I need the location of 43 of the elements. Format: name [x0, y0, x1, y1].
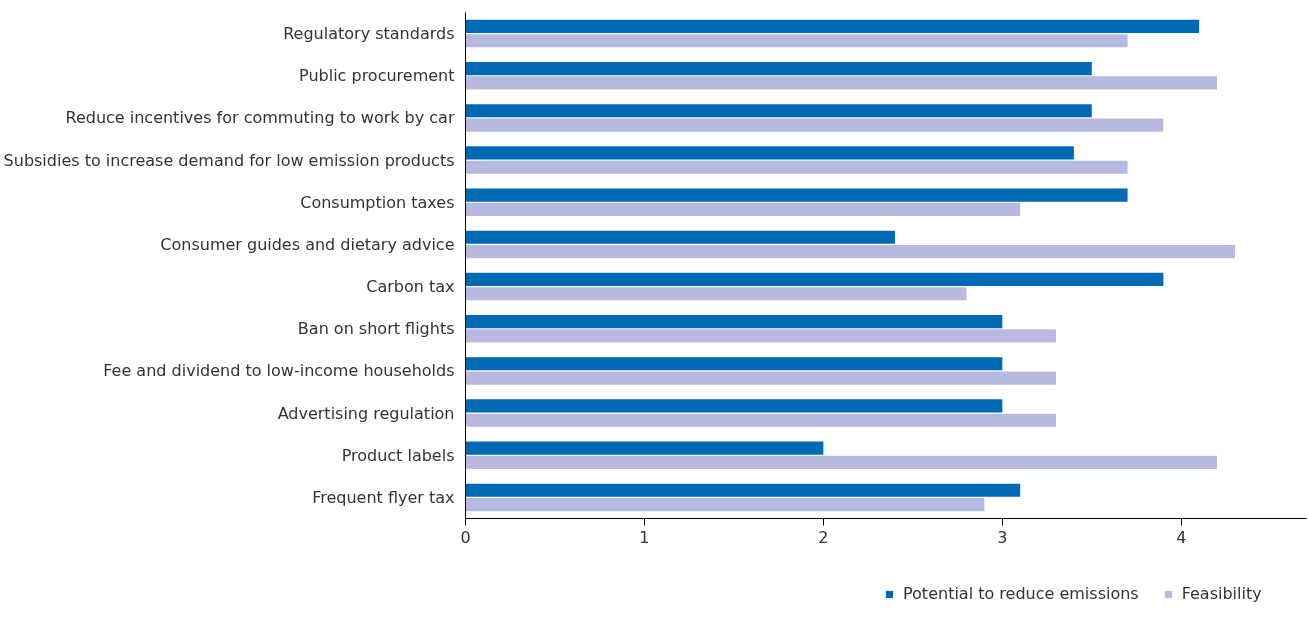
- bar: [465, 61, 1092, 76]
- y-tick-label: Ban on short flights: [297, 319, 455, 339]
- bar: [465, 118, 1164, 132]
- bar: [465, 357, 1003, 371]
- bar: [465, 314, 1003, 329]
- bar: [465, 34, 1128, 48]
- bar: [465, 441, 824, 455]
- x-tick-label: 4: [1176, 527, 1187, 547]
- y-tick-label: Consumer guides and dietary advice: [160, 234, 455, 254]
- y-tick-label: Advertising regulation: [277, 403, 455, 423]
- y-tick-label: Regulatory standards: [283, 24, 455, 44]
- bar: [465, 146, 1074, 160]
- bar: [465, 188, 1128, 202]
- x-tick-label: 2: [818, 527, 829, 547]
- bar: [465, 483, 1021, 497]
- y-tick-label: Public procurement: [299, 66, 455, 86]
- legend-label: Potential to reduce emissions: [903, 584, 1139, 603]
- bar: [465, 202, 1021, 217]
- bar: [465, 399, 1003, 413]
- bar: [465, 272, 1164, 287]
- bar: [465, 287, 967, 301]
- y-tick-label: Carbon tax: [366, 277, 455, 297]
- y-tick-label: Reduce incentives for commuting to work by car: [65, 108, 455, 128]
- x-tick-label: 0: [460, 527, 471, 547]
- bar: [465, 244, 1235, 259]
- bar: [465, 455, 1218, 470]
- bar: [465, 160, 1128, 174]
- bar: [465, 329, 1056, 343]
- y-tick-label: Product labels: [341, 445, 455, 465]
- legend-label: Feasibility: [1181, 584, 1262, 603]
- bar: [465, 19, 1200, 34]
- bar: [465, 497, 985, 512]
- bar: [465, 104, 1092, 118]
- bar: [465, 413, 1056, 427]
- bar: [465, 230, 895, 244]
- bar: [465, 371, 1056, 385]
- y-tick-label: Frequent flyer tax: [312, 487, 455, 507]
- bar: [465, 76, 1218, 90]
- x-tick-label: 3: [997, 527, 1008, 547]
- y-tick-label: Consumption taxes: [300, 192, 455, 212]
- y-tick-label: Fee and dividend to low-income households: [103, 361, 455, 381]
- x-tick-label: 1: [639, 527, 650, 547]
- y-tick-label: Subsidies to increase demand for low emission products: [3, 150, 455, 170]
